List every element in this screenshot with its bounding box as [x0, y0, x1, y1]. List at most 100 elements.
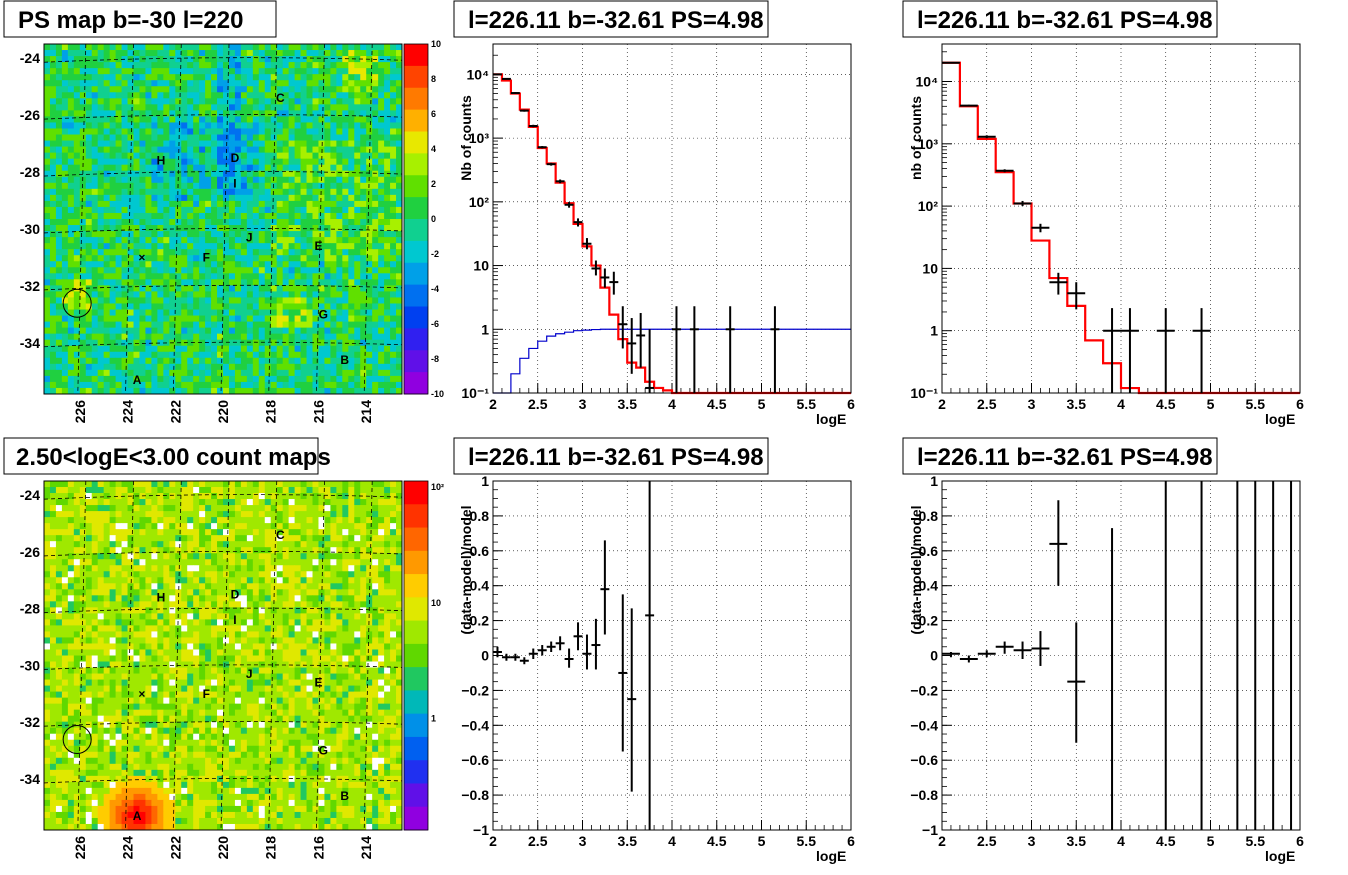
map-cell: [270, 140, 278, 147]
map-cell: [205, 74, 212, 81]
map-cell: [372, 571, 379, 578]
map-cell: [175, 523, 182, 530]
map-cell: [366, 505, 373, 512]
map-cell: [360, 613, 367, 620]
map-cell: [139, 134, 146, 141]
map-cell: [276, 529, 284, 536]
map-cell: [85, 351, 93, 359]
map-cell: [258, 116, 266, 123]
map-cell: [79, 481, 87, 488]
map-cell: [252, 345, 260, 353]
map-cell: [336, 164, 343, 172]
map-cell: [246, 104, 254, 111]
map-cell: [330, 249, 337, 256]
map-cell: [312, 565, 319, 572]
map-cell: [294, 116, 301, 123]
map-cell: [276, 577, 284, 584]
map-cell: [97, 68, 105, 75]
map-cell: [145, 267, 152, 274]
map-cell: [390, 541, 397, 548]
map-cell: [228, 62, 236, 69]
map-cell: [49, 50, 57, 57]
map-cell: [133, 351, 140, 359]
map-cell: [175, 601, 182, 608]
map-cell: [264, 80, 272, 87]
map-cell: [312, 164, 319, 172]
map-cell: [61, 206, 69, 214]
map-cell: [342, 158, 349, 166]
map-cell: [372, 80, 379, 87]
map-cell: [276, 375, 284, 383]
map-cell: [300, 523, 307, 530]
map-cell: [127, 44, 134, 51]
map-cell: [378, 535, 385, 542]
map-cell: [139, 351, 146, 359]
map-cell: [324, 529, 331, 536]
map-cell: [390, 273, 397, 280]
map-cell: [97, 541, 105, 548]
map-cell: [306, 140, 313, 147]
map-cell: [145, 146, 152, 154]
map-cell: [55, 303, 63, 310]
map-cell: [276, 291, 284, 298]
map-cell: [55, 309, 63, 316]
map-cell: [360, 363, 367, 371]
map-cell: [234, 619, 242, 626]
map-cell: [282, 345, 290, 353]
map-cell: [61, 487, 69, 494]
map-cell: [234, 523, 242, 530]
map-cell: [157, 577, 164, 584]
map-cell: [169, 345, 176, 353]
map-cell: [205, 351, 212, 359]
xlabel-resid2: logE: [1265, 848, 1295, 864]
map-cell: [318, 104, 325, 111]
map-cell: [127, 237, 134, 244]
map-cell: [44, 333, 51, 341]
map-cell: [163, 363, 170, 371]
map-cell: [390, 553, 397, 560]
map-cell: [55, 327, 63, 335]
map-cell: [139, 279, 146, 286]
map-cell: [133, 74, 140, 81]
map-cell: [157, 363, 164, 371]
map-cell: [252, 547, 260, 554]
map-cell: [366, 122, 373, 129]
map-cell: [228, 225, 236, 232]
map-cell: [372, 86, 379, 93]
map-cell: [258, 505, 266, 512]
map-cell: [252, 559, 260, 566]
map-cell: [133, 182, 140, 190]
map-meridian: [268, 43, 278, 395]
map-cell: [312, 182, 319, 190]
map-cell: [97, 369, 105, 377]
map-cell: [193, 225, 200, 232]
map-cell: [246, 493, 254, 500]
map-cell: [318, 80, 325, 87]
map-cell: [258, 44, 266, 51]
map-cell: [294, 333, 301, 341]
map-cell: [91, 261, 99, 268]
map-cell: [44, 122, 51, 129]
map-cell: [91, 200, 99, 208]
map-cell: [264, 92, 272, 99]
map-cell: [55, 589, 63, 596]
map-cell: [199, 529, 206, 536]
map-cell: [223, 315, 230, 322]
map-cell: [252, 140, 260, 147]
map-cell: [318, 541, 325, 548]
map-cell: [139, 200, 146, 208]
map-cell: [342, 164, 349, 172]
map-cell: [199, 273, 206, 280]
map-cell: [372, 110, 379, 117]
map-cell: [187, 134, 194, 141]
map-cell: [133, 499, 140, 506]
map-cell: [384, 327, 391, 335]
map-cell: [61, 583, 69, 590]
map-cell: [390, 140, 397, 147]
map-cell: [217, 315, 224, 322]
map-cell: [306, 285, 313, 292]
map-cell: [217, 50, 224, 57]
map-cell: [109, 273, 116, 280]
map-cell: [270, 499, 278, 506]
map-cell: [223, 619, 230, 626]
